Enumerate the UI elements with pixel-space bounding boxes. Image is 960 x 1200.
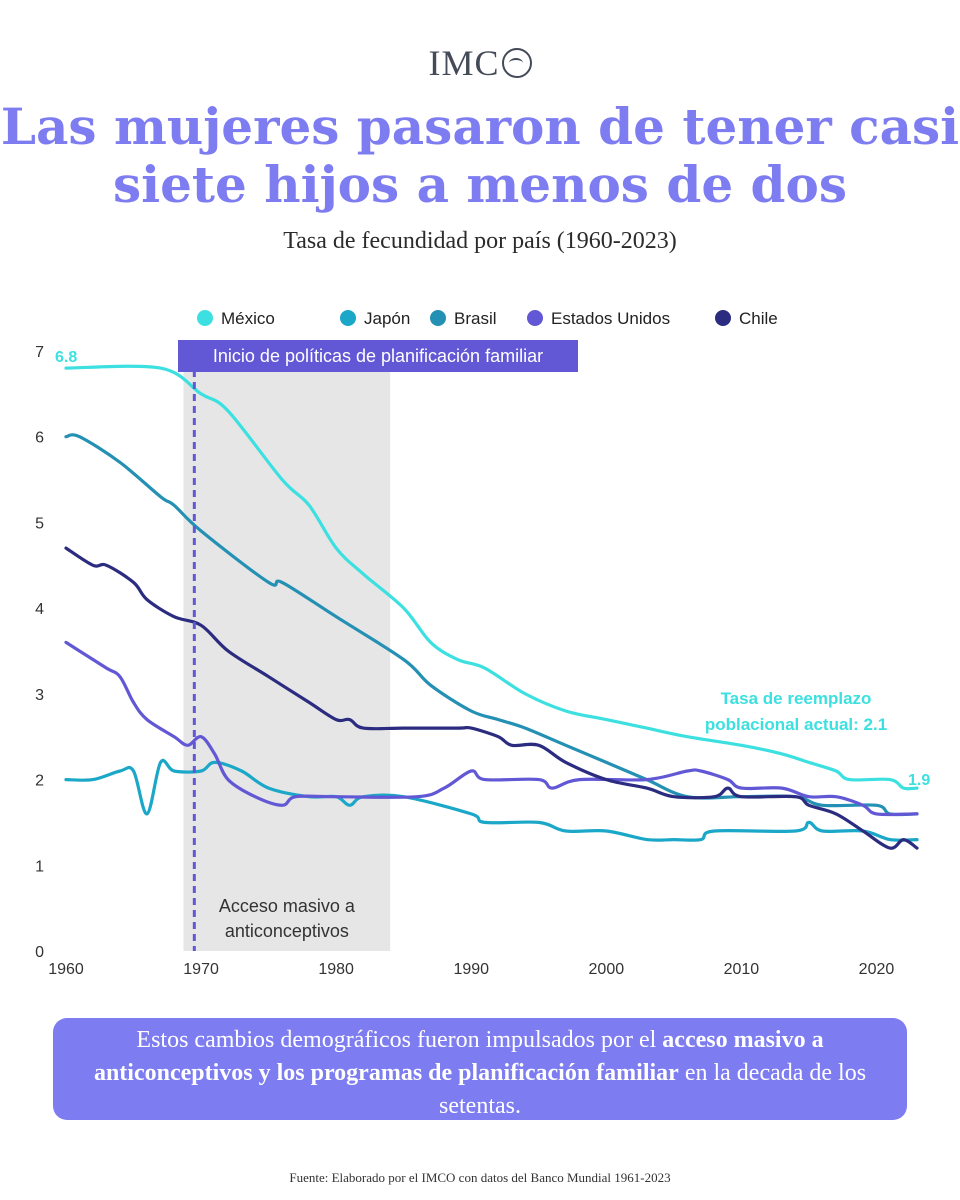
- y-tick-label: 7: [35, 344, 44, 361]
- source-note: Fuente: Elaborado por el IMCO con datos …: [289, 1170, 671, 1185]
- shaded-label-line-2: anticonceptivos: [225, 921, 349, 941]
- series-line-estados-unidos: [64, 640, 919, 817]
- replacement-label-line-2: poblacional actual: 2.1: [705, 715, 887, 734]
- legend-item: Brasil: [430, 309, 497, 328]
- x-tick-label: 2010: [724, 961, 760, 978]
- note-text-1: Estos cambios demográficos fueron impuls…: [136, 1027, 663, 1053]
- shaded-label-line-1: Acceso masivo a: [219, 896, 356, 916]
- legend-swatch: [197, 310, 213, 326]
- legend-label: Japón: [364, 309, 410, 328]
- y-tick-label: 1: [35, 858, 44, 875]
- fertility-line-chart: Acceso masivo a anticonceptivos México Jap…: [35, 309, 930, 978]
- title-line-1: Las mujeres pasaron de tener casi: [0, 97, 960, 156]
- y-tick-label: 0: [35, 944, 44, 961]
- legend-item: Estados Unidos: [527, 309, 670, 328]
- policy-label-box: [178, 340, 578, 372]
- replacement-label-line-1: Tasa de reemplazo: [721, 689, 872, 708]
- summary-note: Estos cambios demográficos fueron impuls…: [53, 1018, 907, 1120]
- end-value-label: 1.9: [908, 772, 930, 789]
- legend-swatch: [430, 310, 446, 326]
- legend-item: Japón: [340, 309, 410, 328]
- series-line-chile: [64, 546, 919, 850]
- y-tick-label: 2: [35, 773, 44, 790]
- note-text-bold: acceso masivo a anticonceptivos y los pr…: [93, 1027, 824, 1086]
- series-line-méxico: [64, 364, 919, 791]
- legend-label: México: [221, 309, 275, 328]
- legend-item: Chile: [715, 309, 778, 328]
- legend-label: Brasil: [454, 309, 497, 328]
- logo-mark-icon: [501, 48, 532, 78]
- legend-swatch: [715, 310, 731, 326]
- policy-label: Inicio de políticas de planificación fam…: [213, 346, 543, 366]
- x-tick-label: 2020: [859, 961, 895, 978]
- title-line-2: siete hijos a menos de dos: [112, 155, 848, 214]
- legend-label: Chile: [739, 309, 778, 328]
- legend-item: México: [197, 309, 275, 328]
- y-tick-label: 3: [35, 687, 44, 704]
- legend-swatch: [340, 310, 356, 326]
- page-title: Las mujeres pasaron de tener casi siete …: [0, 98, 960, 214]
- start-value-label: 6.8: [55, 349, 77, 366]
- y-tick-label: 5: [35, 515, 44, 532]
- x-tick-label: 1980: [318, 961, 354, 978]
- shaded-period: [183, 365, 391, 951]
- chart-subtitle: Tasa de fecundidad por país (1960-2023): [283, 228, 677, 254]
- y-tick-label: 4: [35, 601, 44, 618]
- note-text-2: en la decada de los setentas.: [439, 1060, 867, 1119]
- x-tick-label: 1990: [453, 961, 489, 978]
- x-tick-label: 1970: [183, 961, 219, 978]
- imco-logo: IMC: [0, 42, 960, 84]
- x-tick-label: 1960: [48, 961, 84, 978]
- x-tick-label: 2000: [589, 961, 625, 978]
- y-tick-label: 6: [35, 430, 44, 447]
- legend-swatch: [527, 310, 543, 326]
- legend-label: Estados Unidos: [551, 309, 670, 328]
